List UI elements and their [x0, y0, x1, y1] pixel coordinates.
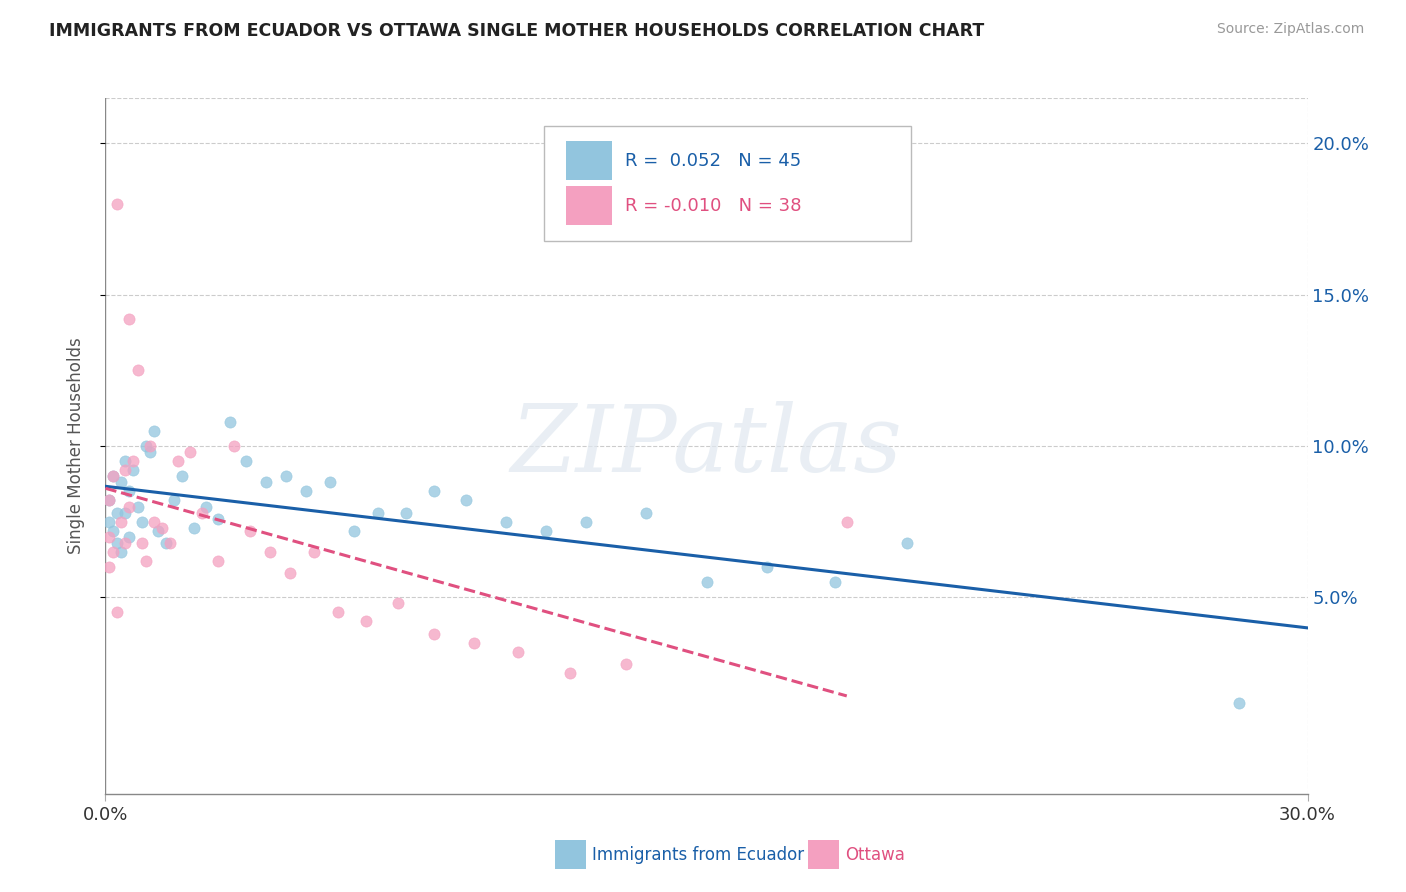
Point	[118, 500, 141, 514]
Bar	[565, 186, 612, 225]
Point	[1229, 696, 1251, 710]
Text: Source: ZipAtlas.com: Source: ZipAtlas.com	[1216, 22, 1364, 37]
Point	[110, 475, 132, 490]
Bar	[565, 141, 612, 179]
Point	[142, 424, 165, 438]
Point	[127, 363, 149, 377]
Point	[278, 566, 301, 580]
Text: R =  0.052   N = 45: R = 0.052 N = 45	[624, 152, 801, 169]
Point	[835, 515, 858, 529]
Point	[326, 606, 349, 620]
Point	[98, 560, 121, 574]
Point	[207, 511, 229, 525]
Point	[166, 454, 188, 468]
Point	[254, 475, 277, 490]
Point	[534, 524, 557, 538]
Point	[118, 312, 141, 326]
Point	[114, 463, 136, 477]
Text: ZIPatlas: ZIPatlas	[510, 401, 903, 491]
Point	[207, 554, 229, 568]
Point	[138, 439, 160, 453]
Point	[98, 493, 121, 508]
Point	[131, 515, 153, 529]
Point	[114, 506, 136, 520]
Point	[463, 635, 485, 649]
Point	[118, 484, 141, 499]
Point	[319, 475, 342, 490]
Y-axis label: Single Mother Households: Single Mother Households	[66, 338, 84, 554]
Point	[103, 469, 125, 483]
Point	[259, 545, 281, 559]
Point	[146, 524, 169, 538]
Point	[423, 626, 446, 640]
Point	[150, 521, 173, 535]
Point	[107, 606, 129, 620]
Point	[183, 521, 205, 535]
Point	[235, 454, 257, 468]
Point	[190, 506, 212, 520]
Point	[218, 415, 240, 429]
Point	[354, 615, 377, 629]
Point	[162, 493, 184, 508]
Point	[636, 506, 658, 520]
Point	[755, 560, 778, 574]
Point	[343, 524, 366, 538]
Point	[696, 575, 718, 590]
FancyBboxPatch shape	[544, 126, 911, 241]
Point	[107, 536, 129, 550]
Point	[110, 515, 132, 529]
Point	[239, 524, 262, 538]
Point	[302, 545, 325, 559]
Point	[295, 484, 318, 499]
Point	[159, 536, 181, 550]
Point	[114, 454, 136, 468]
Point	[179, 445, 201, 459]
Point	[107, 506, 129, 520]
Point	[103, 545, 125, 559]
Point	[103, 469, 125, 483]
Point	[616, 657, 638, 671]
Point	[395, 506, 418, 520]
Point	[155, 536, 177, 550]
Point	[495, 515, 517, 529]
Point	[122, 454, 145, 468]
Point	[575, 515, 598, 529]
Point	[423, 484, 446, 499]
Text: Ottawa: Ottawa	[845, 846, 905, 863]
Point	[387, 596, 409, 610]
Point	[367, 506, 389, 520]
Point	[114, 536, 136, 550]
Point	[107, 197, 129, 211]
Point	[454, 493, 477, 508]
Text: IMMIGRANTS FROM ECUADOR VS OTTAWA SINGLE MOTHER HOUSEHOLDS CORRELATION CHART: IMMIGRANTS FROM ECUADOR VS OTTAWA SINGLE…	[49, 22, 984, 40]
Point	[131, 536, 153, 550]
Text: Immigrants from Ecuador: Immigrants from Ecuador	[592, 846, 804, 863]
Point	[98, 493, 121, 508]
Point	[110, 545, 132, 559]
Point	[98, 530, 121, 544]
Point	[98, 515, 121, 529]
Point	[194, 500, 217, 514]
Point	[274, 469, 297, 483]
Point	[122, 463, 145, 477]
Point	[118, 530, 141, 544]
Point	[138, 445, 160, 459]
Point	[508, 645, 530, 659]
Text: R = -0.010   N = 38: R = -0.010 N = 38	[624, 197, 801, 215]
Point	[170, 469, 193, 483]
Point	[824, 575, 846, 590]
Point	[896, 536, 918, 550]
Point	[135, 439, 157, 453]
Point	[222, 439, 245, 453]
Point	[560, 665, 582, 680]
Point	[103, 524, 125, 538]
Point	[142, 515, 165, 529]
Point	[127, 500, 149, 514]
Point	[135, 554, 157, 568]
